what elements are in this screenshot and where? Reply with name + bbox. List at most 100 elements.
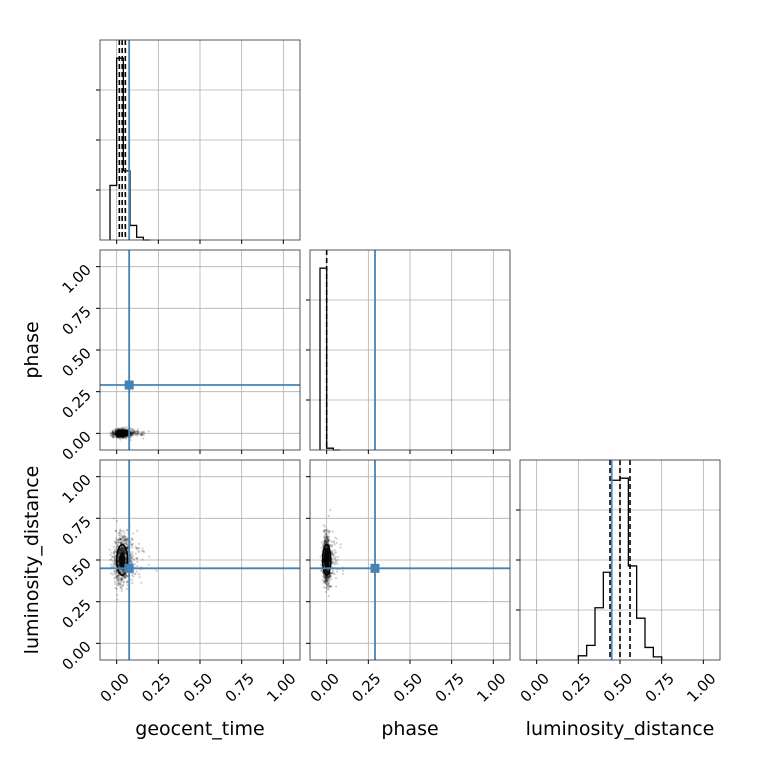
- sample-point: [120, 549, 124, 553]
- sample-point: [131, 433, 134, 436]
- sample-point: [120, 589, 123, 592]
- sample-point: [327, 538, 330, 542]
- y-tick-label: 0.75: [58, 512, 94, 548]
- sample-point: [117, 436, 120, 439]
- density-contour-inner: [119, 431, 126, 436]
- sample-point: [326, 537, 330, 540]
- sample-point: [125, 428, 128, 431]
- sample-point: [125, 528, 129, 531]
- sample-point: [111, 431, 115, 434]
- sample-point: [114, 563, 117, 566]
- sample-point: [115, 537, 118, 540]
- x-axis-label-luminosity_distance: luminosity_distance: [526, 718, 715, 740]
- x-tick-label: 0.00: [307, 670, 343, 706]
- sample-point: [122, 542, 125, 545]
- sample-point: [119, 570, 122, 573]
- sample-point: [115, 519, 118, 523]
- panel-hist-luminosity_distance: [516, 459, 721, 661]
- sample-point: [324, 570, 328, 573]
- sample-point: [117, 564, 121, 568]
- sample-point: [131, 546, 134, 549]
- sample-point: [325, 535, 328, 539]
- sample-point: [114, 529, 118, 533]
- sample-point: [322, 543, 325, 546]
- sample-point: [324, 541, 327, 545]
- sample-point: [117, 578, 120, 582]
- sample-point: [120, 572, 124, 575]
- sample-point: [136, 430, 139, 433]
- sample-point: [325, 537, 328, 540]
- sample-point: [323, 580, 326, 583]
- sample-point: [325, 546, 329, 549]
- sample-point: [324, 548, 327, 551]
- sample-point: [124, 432, 127, 435]
- sample-point: [118, 531, 122, 534]
- sample-point: [124, 552, 127, 555]
- sample-point: [132, 575, 135, 578]
- sample-point: [325, 547, 328, 551]
- sample-point: [326, 578, 329, 581]
- sample-point: [126, 529, 129, 532]
- sample-point: [115, 570, 118, 573]
- x-tick-label: 0.00: [97, 670, 133, 706]
- sample-point: [332, 541, 335, 544]
- sample-point: [324, 539, 327, 542]
- sample-point: [323, 535, 326, 538]
- sample-point: [115, 547, 118, 550]
- sample-point: [109, 572, 113, 575]
- sample-point: [326, 575, 329, 578]
- sample-point: [119, 427, 123, 430]
- sample-point: [324, 579, 327, 583]
- sample-point: [125, 436, 128, 439]
- sample-point: [120, 529, 123, 533]
- sample-point: [323, 530, 326, 533]
- sample-point: [125, 580, 129, 584]
- sample-point: [111, 435, 115, 438]
- sample-point: [126, 546, 129, 549]
- sample-point: [125, 537, 128, 541]
- sample-point: [111, 565, 115, 568]
- sample-point: [122, 548, 125, 551]
- sample-point: [118, 427, 121, 431]
- x-tick-label: 0.25: [138, 670, 174, 706]
- sample-point: [121, 571, 125, 574]
- sample-point: [324, 549, 327, 552]
- sample-point: [324, 538, 327, 542]
- panel-scatter-geocent_time-luminosity_distance: [99, 459, 301, 661]
- sample-point: [129, 439, 132, 442]
- sample-point: [137, 432, 140, 435]
- sample-point: [124, 432, 127, 435]
- sample-point: [335, 561, 338, 564]
- sample-point: [135, 557, 139, 561]
- sample-point: [122, 550, 125, 553]
- sample-point: [325, 547, 328, 550]
- sample-point: [134, 433, 137, 436]
- sample-point: [323, 577, 327, 580]
- y-tick-label: 0.75: [58, 302, 94, 338]
- sample-point: [136, 432, 139, 435]
- sample-point: [325, 571, 328, 574]
- sample-point: [120, 547, 123, 550]
- sample-point: [113, 548, 116, 551]
- sample-point: [137, 549, 141, 552]
- sample-point: [326, 579, 329, 582]
- sample-point: [118, 582, 121, 585]
- sample-point: [325, 570, 328, 574]
- sample-point: [324, 569, 327, 572]
- sample-point: [125, 573, 128, 576]
- sample-point: [123, 536, 126, 539]
- sample-point: [131, 431, 135, 435]
- sample-point: [327, 550, 330, 553]
- sample-point: [133, 558, 136, 561]
- sample-point: [118, 539, 122, 542]
- sample-point: [121, 437, 124, 440]
- panel-hist-geocent_time: [96, 39, 301, 241]
- sample-point: [135, 547, 138, 550]
- sample-point: [116, 544, 119, 547]
- sample-point: [325, 570, 328, 573]
- sample-point: [122, 547, 125, 550]
- sample-point: [124, 552, 127, 556]
- sample-point: [325, 580, 328, 583]
- sample-point: [131, 538, 134, 541]
- sample-point: [136, 428, 140, 431]
